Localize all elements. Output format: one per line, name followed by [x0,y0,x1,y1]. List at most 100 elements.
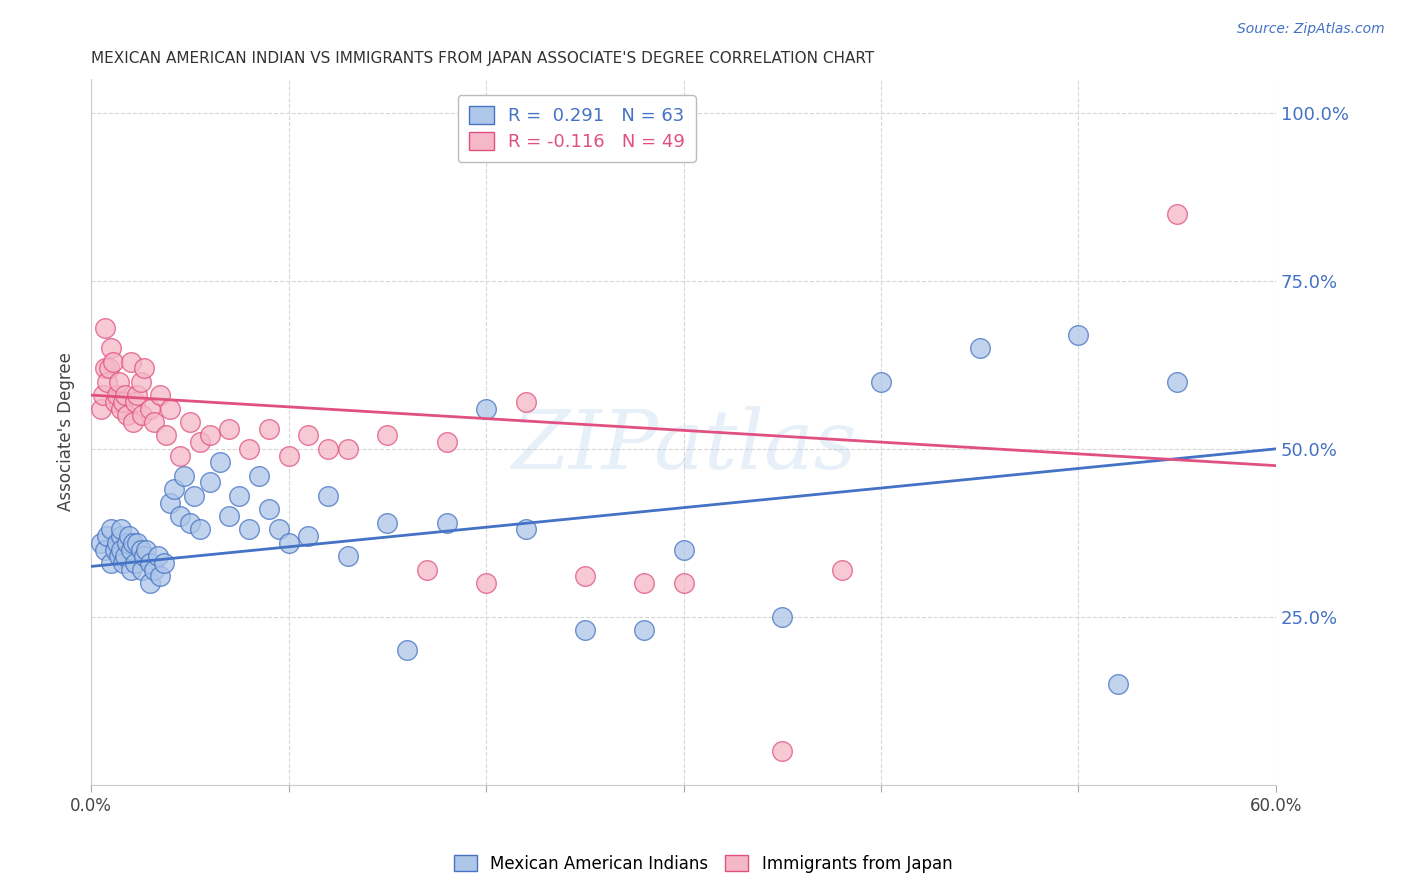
Point [831,563,853,577]
Point [297,428,319,442]
Y-axis label: Associate's Degree: Associate's Degree [58,352,75,511]
Point [148,549,170,564]
Point [111,556,134,570]
Point [316,442,339,456]
Point [870,375,893,389]
Point [100,523,122,537]
Point [96,375,118,389]
Point [110,401,132,416]
Point [416,563,439,577]
Point [143,563,166,577]
Point [277,449,299,463]
Point [139,401,162,416]
Point [169,449,191,463]
Text: MEXICAN AMERICAN INDIAN VS IMMIGRANTS FROM JAPAN ASSOCIATE'S DEGREE CORRELATION : MEXICAN AMERICAN INDIAN VS IMMIGRANTS FR… [91,51,875,66]
Point [396,643,419,657]
Point [110,542,132,557]
Point [134,361,156,376]
Point [118,529,141,543]
Point [125,388,148,402]
Point [121,536,143,550]
Point [672,542,695,557]
Point [574,569,596,583]
Point [188,523,211,537]
Point [105,536,128,550]
Point [1166,375,1188,389]
Point [297,529,319,543]
Point [100,556,122,570]
Point [115,536,138,550]
Point [672,576,695,591]
Point [198,428,221,442]
Point [90,536,112,550]
Point [94,542,117,557]
Point [129,375,152,389]
Point [90,401,112,416]
Point [257,502,280,516]
Point [208,455,231,469]
Point [121,415,143,429]
Point [107,549,129,564]
Point [183,489,205,503]
Point [149,569,172,583]
Point [377,428,399,442]
Point [277,536,299,550]
Point [94,361,117,376]
Point [436,435,458,450]
Point [770,744,793,758]
Point [97,361,120,376]
Point [316,489,339,503]
Point [969,341,991,355]
Point [436,516,458,530]
Point [188,435,211,450]
Point [336,549,359,564]
Point [105,388,128,402]
Point [377,516,399,530]
Point [155,428,177,442]
Point [515,394,537,409]
Point [1107,677,1129,691]
Point [94,321,117,335]
Point [107,375,129,389]
Point [120,563,142,577]
Point [110,529,132,543]
Point [110,523,132,537]
Point [125,536,148,550]
Point [115,409,138,423]
Point [131,409,153,423]
Point [100,341,122,355]
Point [179,415,201,429]
Point [139,556,162,570]
Point [475,576,498,591]
Point [104,542,127,557]
Point [104,394,127,409]
Point [131,563,153,577]
Point [218,422,240,436]
Legend: Mexican American Indians, Immigrants from Japan: Mexican American Indians, Immigrants fro… [447,848,959,880]
Point [1166,207,1188,221]
Point [159,401,181,416]
Point [218,509,240,524]
Point [111,394,134,409]
Point [139,576,162,591]
Point [574,624,596,638]
Point [149,388,172,402]
Point [475,401,498,416]
Point [163,482,186,496]
Point [247,468,270,483]
Point [770,609,793,624]
Point [238,442,260,456]
Point [238,523,260,537]
Point [336,442,359,456]
Point [1067,327,1090,342]
Point [257,422,280,436]
Point [267,523,290,537]
Point [124,556,146,570]
Legend: R =  0.291   N = 63, R = -0.116   N = 49: R = 0.291 N = 63, R = -0.116 N = 49 [458,95,696,162]
Point [101,354,124,368]
Point [124,394,146,409]
Point [91,388,114,402]
Point [153,556,176,570]
Point [143,415,166,429]
Point [159,495,181,509]
